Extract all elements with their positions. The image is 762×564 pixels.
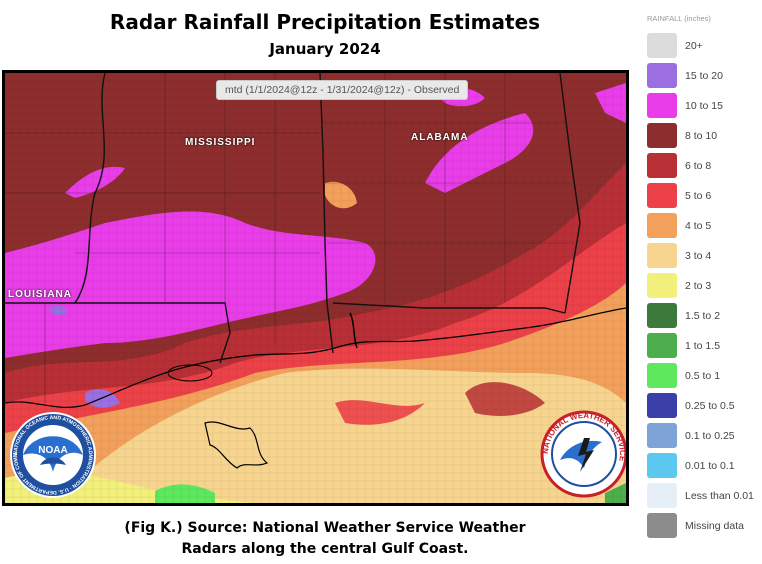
legend-item: 2 to 3 [641,272,761,302]
legend-item: 1.5 to 2 [641,302,761,332]
legend-title: RAINFALL (inches) [647,14,711,23]
legend-label: 0.1 to 0.25 [685,430,735,442]
legend-swatch [647,183,677,208]
legend-label: Missing data [685,520,744,532]
legend-item: 10 to 15 [641,92,761,122]
legend-swatch [647,333,677,358]
mobile-bay [349,312,358,349]
legend-label: 15 to 20 [685,70,723,82]
legend-label: 3 to 4 [685,250,712,262]
legend-item: 6 to 8 [641,152,761,182]
legend-label: 5 to 6 [685,190,712,202]
legend-swatch [647,423,677,448]
state-label-louisiana: LOUISIANA [8,289,72,300]
legend-label: 1 to 1.5 [685,340,721,352]
legend-item: Less than 0.01 [641,482,761,512]
map-title: Radar Rainfall Precipitation Estimates [109,10,541,34]
legend-label: Less than 0.01 [685,490,754,502]
period-label: mtd (1/1/2024@12z - 1/31/2024@12z) - Obs… [216,80,469,100]
legend-swatch [647,303,677,328]
map-subtitle: January 2024 [269,40,381,58]
rainfall-map-canvas [5,73,626,503]
legend-swatch [647,123,677,148]
legend-swatch [647,213,677,238]
legend-swatch [647,93,677,118]
legend-label: 0.5 to 1 [685,370,721,382]
legend-label: 4 to 5 [685,220,712,232]
state-label-mississippi: MISSISSIPPI [185,137,256,148]
legend-item: 0.01 to 0.1 [641,452,761,482]
legend-label: 20+ [685,40,703,52]
legend-item: 1 to 1.5 [641,332,761,362]
legend-label: 6 to 8 [685,160,712,172]
legend-label: 1.5 to 2 [685,310,721,322]
state-border-al-ga [559,73,581,314]
legend-item: 15 to 20 [641,62,761,92]
legend-swatch [647,483,677,508]
legend-item: 3 to 4 [641,242,761,272]
gulf-coastline [5,307,626,408]
legend-swatch [647,63,677,88]
state-border-ms-al [319,73,334,354]
legend-swatch [647,513,677,538]
legend-swatch [647,243,677,268]
figure-caption-line1: (Fig K.) Source: National Weather Servic… [124,520,526,536]
legend-swatch [647,273,677,298]
rainfall-legend: RAINFALL (inches) 20+ 15 to 20 10 to 15 8 t… [641,14,761,542]
legend-item: 0.5 to 1 [641,362,761,392]
legend-swatch [647,363,677,388]
legend-swatch [647,33,677,58]
legend-label: 10 to 15 [685,100,723,112]
legend-label: 2 to 3 [685,280,712,292]
legend-item: 4 to 5 [641,212,761,242]
legend-item: 0.25 to 0.5 [641,392,761,422]
legend-item: 8 to 10 [641,122,761,152]
svg-text:NOAA: NOAA [38,445,67,456]
legend-label: 8 to 10 [685,130,718,142]
noaa-logo: NOAA NATIONAL OCEANIC AND ATMOSPHERIC AD… [8,410,96,498]
legend-items: 20+ 15 to 20 10 to 15 8 to 10 6 to 8 5 to 6 4 … [641,32,761,542]
nws-logo: NATIONAL WEATHER SERVICE [540,410,626,498]
legend-item: 0.1 to 0.25 [641,422,761,452]
legend-label: 0.25 to 0.5 [685,400,735,412]
state-label-alabama: ALABAMA [411,132,469,143]
lake-pontchartrain [167,364,213,382]
legend-swatch [647,153,677,178]
county-lines [5,73,575,403]
figure-caption-line2: Radars along the central Gulf Coast. [181,541,469,557]
state-border-la-ms [73,73,231,364]
legend-swatch [647,453,677,478]
legend-swatch [647,393,677,418]
legend-item: 5 to 6 [641,182,761,212]
mississippi-delta [204,421,269,469]
state-border-al-fl [332,302,566,314]
rainfall-map: mtd (1/1/2024@12z - 1/31/2024@12z) - Obs… [2,70,629,506]
legend-item: Missing data [641,512,761,542]
legend-item: 20+ [641,32,761,62]
legend-label: 0.01 to 0.1 [685,460,735,472]
